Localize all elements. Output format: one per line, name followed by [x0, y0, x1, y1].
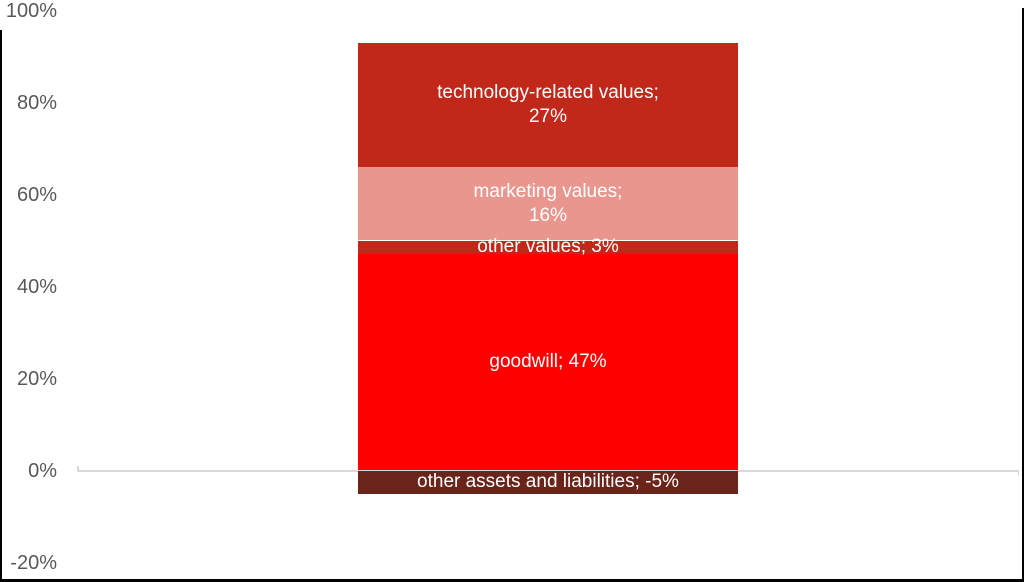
bar-segment-other-values: other values; 3%	[358, 236, 738, 257]
bar-segment-other-assets-and-liabilities: other assets and liabilities; -5%	[358, 470, 738, 494]
frame-border-bottom	[0, 579, 1024, 582]
bar-segment-data-label: other values; 3%	[477, 236, 619, 258]
bar-segment-marketing-values: marketing values; 16%	[358, 166, 738, 241]
bar-segment-data-label: technology-related values; 27%	[437, 81, 659, 127]
bar-segment-data-label: other assets and liabilities; -5%	[417, 471, 679, 492]
y-axis-tick-label: 80%	[16, 91, 57, 114]
stacked-bar: technology-related values; 27% marketing …	[358, 0, 738, 582]
y-axis-tick-label: -20%	[10, 551, 57, 574]
y-axis-tick-label: 100%	[5, 0, 57, 22]
y-axis-tick-label: 40%	[16, 275, 57, 298]
zero-axis-tick-right	[1017, 471, 1019, 476]
zero-axis-tick-left	[77, 466, 79, 470]
bar-segment-data-label: goodwill; 47%	[489, 351, 607, 373]
y-axis-tick-label: 60%	[16, 183, 57, 206]
y-axis: 100% 80% 60% 40% 20% 0% -20%	[0, 0, 77, 582]
bar-segment-goodwill: goodwill; 47%	[358, 254, 738, 471]
frame-border-right	[1022, 8, 1024, 582]
y-axis-tick-label: 20%	[16, 367, 57, 390]
frame-border-left	[0, 30, 2, 582]
y-axis-tick-label: 0%	[28, 459, 57, 482]
bar-segment-data-label: marketing values; 16%	[473, 180, 623, 226]
bar-segment-technology-related-values: technology-related values; 27%	[358, 42, 738, 167]
